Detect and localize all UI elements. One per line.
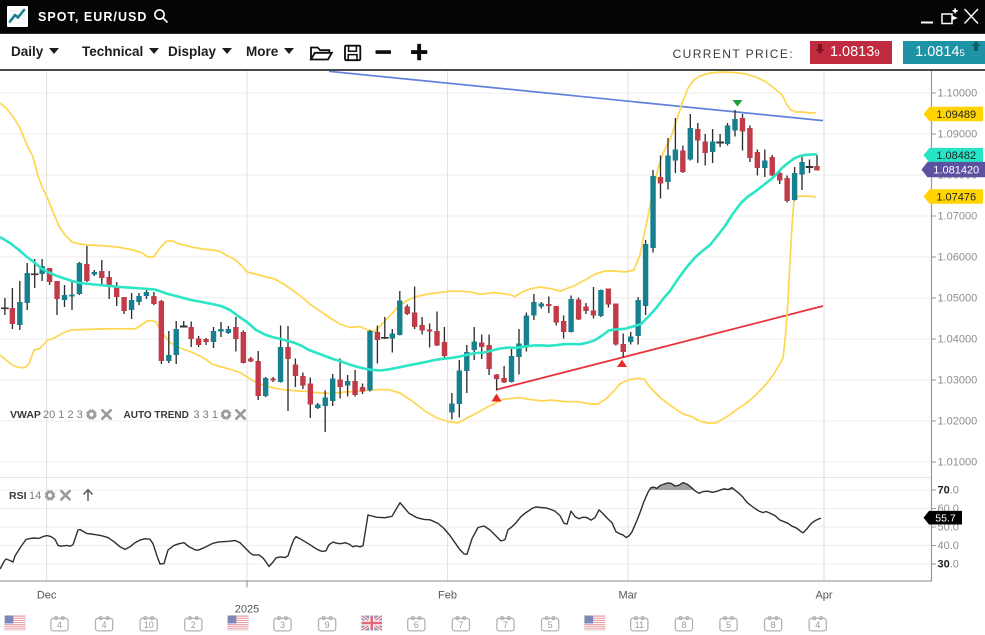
svg-text:8: 8: [771, 620, 776, 630]
svg-text:1.01000: 1.01000: [938, 457, 978, 469]
svg-text:10: 10: [144, 620, 154, 630]
svg-text:7: 7: [458, 620, 463, 630]
svg-text:AUTO TREND: AUTO TREND: [124, 410, 189, 421]
svg-text:1.09489: 1.09489: [936, 109, 976, 121]
svg-text:1.03000: 1.03000: [938, 375, 978, 387]
svg-text:9: 9: [325, 620, 330, 630]
svg-text:1.10000: 1.10000: [938, 88, 978, 100]
svg-text:70.0: 70.0: [938, 485, 959, 497]
svg-text:1.09000: 1.09000: [938, 129, 978, 141]
svg-text:1.04000: 1.04000: [938, 334, 978, 346]
svg-text:50.0: 50.0: [938, 522, 959, 534]
svg-text:1.06000: 1.06000: [938, 252, 978, 264]
svg-text:30.0: 30.0: [938, 559, 959, 571]
svg-text:VWAP: VWAP: [10, 409, 41, 421]
svg-text:1.07476: 1.07476: [936, 191, 976, 203]
svg-text:1.05000: 1.05000: [938, 293, 978, 305]
svg-text:4: 4: [57, 620, 62, 630]
svg-text:3 3 1: 3 3 1: [194, 409, 218, 421]
svg-text:14: 14: [29, 490, 41, 502]
svg-text:3: 3: [280, 620, 285, 630]
svg-text:4: 4: [102, 620, 107, 630]
svg-text:2025: 2025: [235, 604, 259, 616]
svg-text:1.081420: 1.081420: [933, 164, 979, 176]
svg-text:Apr: Apr: [815, 590, 832, 602]
svg-text:RSI: RSI: [9, 490, 27, 502]
svg-text:2: 2: [191, 620, 196, 630]
svg-text:5: 5: [726, 620, 731, 630]
svg-text:1.07000: 1.07000: [938, 211, 978, 223]
svg-text:4: 4: [815, 620, 820, 630]
svg-text:11: 11: [635, 620, 644, 630]
svg-text:7: 7: [503, 620, 508, 630]
svg-text:8: 8: [681, 620, 686, 630]
svg-text:Dec: Dec: [37, 590, 57, 602]
svg-text:Feb: Feb: [438, 590, 457, 602]
svg-text:20 1 2 3: 20 1 2 3: [43, 409, 83, 421]
svg-text:1.02000: 1.02000: [938, 416, 978, 428]
svg-text:1.08482: 1.08482: [936, 150, 976, 162]
svg-text:6: 6: [414, 620, 419, 630]
svg-text:55.7: 55.7: [935, 513, 956, 525]
svg-text:Mar: Mar: [619, 590, 638, 602]
svg-text:40.0: 40.0: [938, 540, 959, 552]
svg-text:5: 5: [548, 620, 553, 630]
